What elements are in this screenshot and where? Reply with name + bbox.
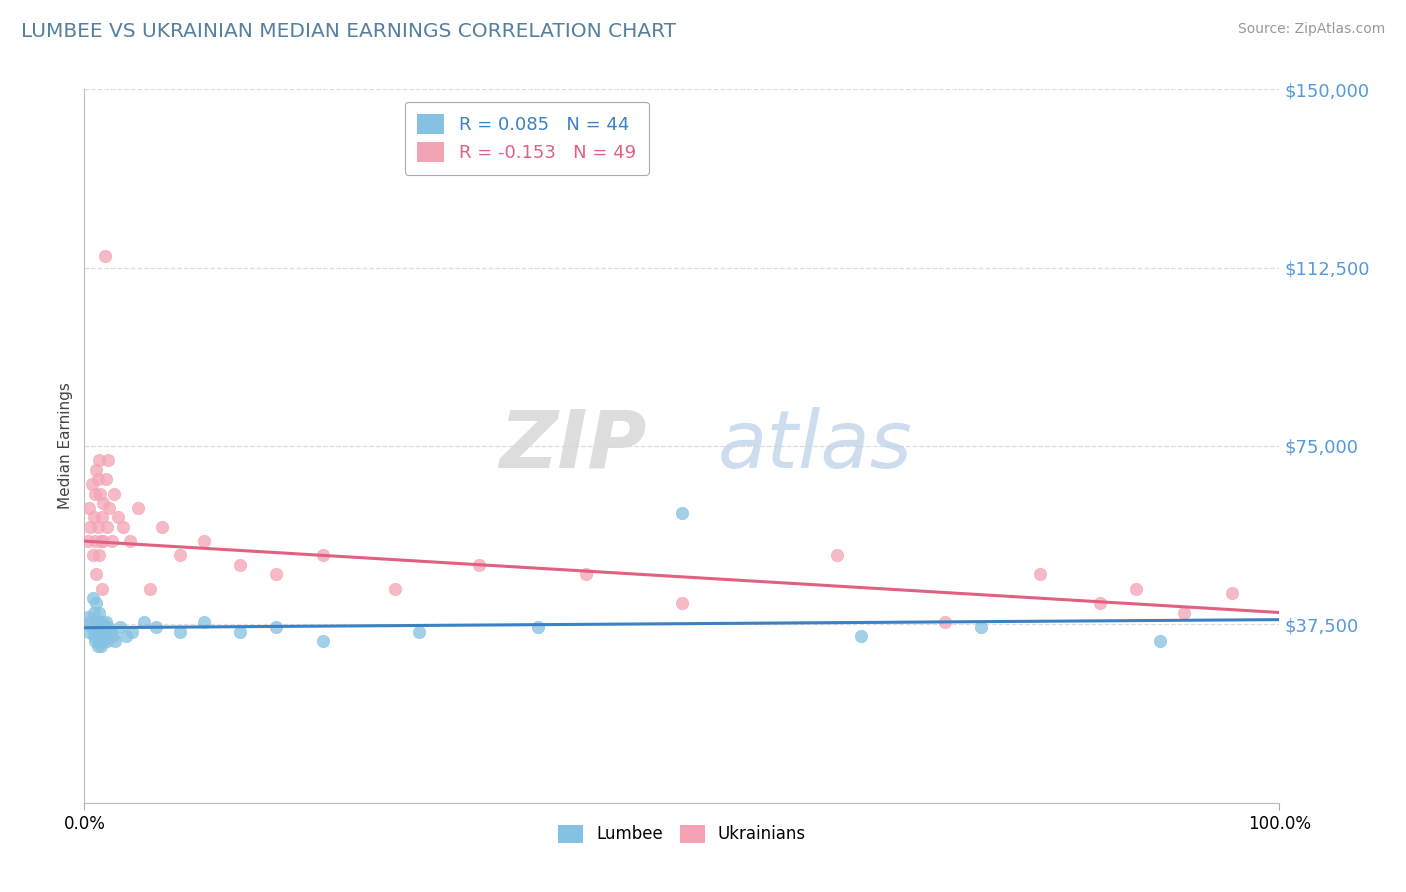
Point <box>90 639 112 653</box>
Point <box>79 615 101 629</box>
Point <box>145 620 167 634</box>
Point <box>86 624 108 639</box>
Point <box>1029 567 1052 582</box>
Point <box>98 500 121 515</box>
Point <box>575 567 598 582</box>
Point <box>86 567 108 582</box>
Point <box>1090 596 1112 610</box>
Point <box>193 615 215 629</box>
Point <box>827 549 849 563</box>
Text: LUMBEE VS UKRAINIAN MEDIAN EARNINGS CORRELATION CHART: LUMBEE VS UKRAINIAN MEDIAN EARNINGS CORR… <box>21 22 676 41</box>
Point <box>132 615 156 629</box>
Point <box>671 596 693 610</box>
Point <box>91 582 114 596</box>
Point <box>408 624 430 639</box>
Point <box>264 567 287 582</box>
Point <box>970 620 993 634</box>
Point <box>1149 634 1171 648</box>
Point <box>77 610 100 624</box>
Point <box>264 620 287 634</box>
Point <box>84 634 107 648</box>
Point <box>100 624 122 639</box>
Point <box>103 486 125 500</box>
Point <box>84 534 107 549</box>
Point <box>89 620 111 634</box>
Point <box>86 463 108 477</box>
Point <box>96 634 118 648</box>
Text: atlas: atlas <box>718 407 912 485</box>
Point <box>93 634 115 648</box>
Point <box>115 629 138 643</box>
Legend: Lumbee, Ukrainians: Lumbee, Ukrainians <box>550 816 814 852</box>
Point <box>94 615 117 629</box>
Point <box>86 639 108 653</box>
Point <box>139 582 162 596</box>
Point <box>84 486 107 500</box>
Point <box>111 520 134 534</box>
Point <box>107 510 129 524</box>
Point <box>101 629 124 643</box>
Point <box>77 534 100 549</box>
Point <box>79 520 101 534</box>
Point <box>93 249 115 263</box>
Point <box>1220 586 1243 600</box>
Point <box>312 549 335 563</box>
Point <box>169 624 191 639</box>
Point <box>127 500 149 515</box>
Text: ZIP: ZIP <box>499 407 647 485</box>
Point <box>101 534 124 549</box>
Point <box>1173 606 1195 620</box>
Point <box>90 534 112 549</box>
Point <box>86 520 108 534</box>
Text: Source: ZipAtlas.com: Source: ZipAtlas.com <box>1237 22 1385 37</box>
Point <box>93 496 115 510</box>
Point <box>80 477 103 491</box>
Point <box>121 624 143 639</box>
Point <box>96 520 118 534</box>
Point <box>468 558 491 572</box>
Point <box>169 549 191 563</box>
Point <box>104 634 127 648</box>
Point <box>87 629 110 643</box>
Point <box>93 624 115 639</box>
Point <box>83 510 105 524</box>
Point <box>82 549 104 563</box>
Point <box>97 453 120 467</box>
Point <box>94 472 117 486</box>
Point <box>110 620 132 634</box>
Point <box>934 615 956 629</box>
Point <box>91 510 114 524</box>
Point <box>87 606 110 620</box>
Point <box>77 500 100 515</box>
Point <box>90 624 112 639</box>
Point <box>97 620 120 634</box>
Point <box>93 534 115 549</box>
Point <box>851 629 873 643</box>
Point <box>89 486 111 500</box>
Point <box>91 629 114 643</box>
Point <box>91 615 114 629</box>
Point <box>671 506 693 520</box>
Point <box>150 520 173 534</box>
Point <box>527 620 550 634</box>
Point <box>193 534 215 549</box>
Point <box>86 615 108 629</box>
Point <box>82 591 104 606</box>
Point <box>229 558 252 572</box>
Point <box>312 634 335 648</box>
Point <box>80 620 103 634</box>
Point <box>83 606 105 620</box>
Point <box>89 634 111 648</box>
Y-axis label: Median Earnings: Median Earnings <box>58 383 73 509</box>
Point <box>87 549 110 563</box>
Point <box>77 624 100 639</box>
Point <box>118 534 141 549</box>
Point <box>86 596 108 610</box>
Point <box>384 582 406 596</box>
Point <box>83 629 105 643</box>
Point <box>86 472 108 486</box>
Point <box>229 624 252 639</box>
Point <box>1125 582 1147 596</box>
Point <box>87 453 110 467</box>
